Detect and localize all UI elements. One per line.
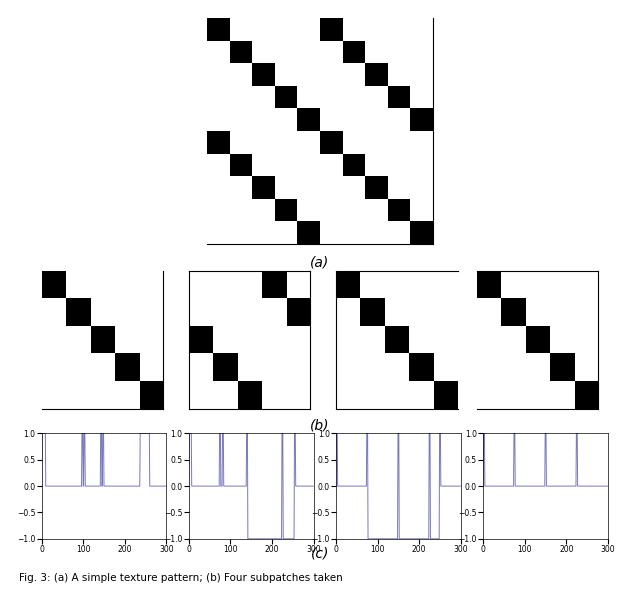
Text: (c): (c) [311,547,329,560]
Text: (a): (a) [310,256,330,270]
Text: (b): (b) [310,418,330,432]
Text: Fig. 3: (a) A simple texture pattern; (b) Four subpatches taken: Fig. 3: (a) A simple texture pattern; (b… [19,573,343,583]
